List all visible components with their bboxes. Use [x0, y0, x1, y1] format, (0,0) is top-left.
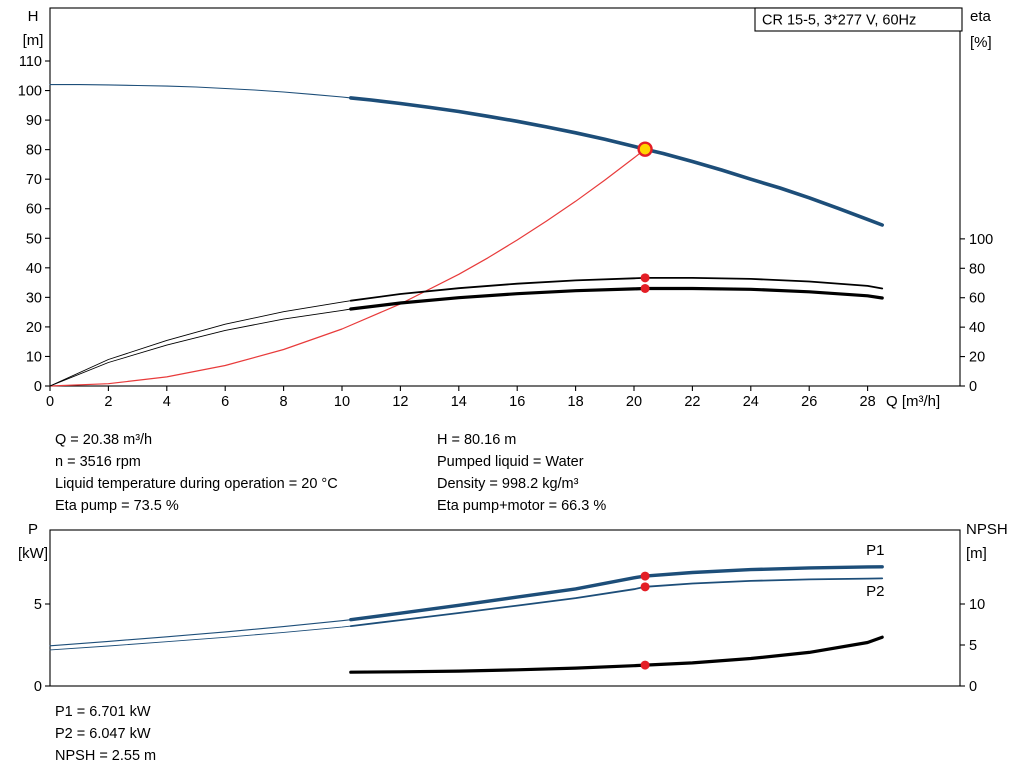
series-label-p1: P1: [866, 542, 884, 559]
y-left-tick-label: 20: [26, 320, 42, 336]
y-left-tick-label: 110: [19, 54, 42, 70]
y-left-tick-label: 60: [26, 202, 42, 218]
info-line-p1: P1 = 6.701 kW: [55, 704, 151, 720]
h-curve: [348, 96, 885, 227]
npsh-curve: [349, 635, 884, 674]
info-line-eta-pump: Eta pump = 73.5 %: [55, 498, 179, 514]
system-curve: [49, 148, 646, 387]
power-info-column: P1 = 6.701 kW P2 = 6.047 kW NPSH = 2.55 …: [55, 701, 156, 767]
power-npsh-chart-frame: [49, 529, 961, 687]
p1-curve: [349, 565, 884, 622]
x-tick-label: 2: [104, 394, 112, 410]
h-curve-lead: [49, 84, 352, 99]
y-right-tick-label: 40: [969, 320, 985, 336]
x-tick-label: 22: [684, 394, 700, 410]
x-tick-label: 18: [568, 394, 584, 410]
info-line-liquid: Pumped liquid = Water: [437, 454, 584, 470]
info-line-temp: Liquid temperature during operation = 20…: [55, 476, 338, 492]
info-line-n: n = 3516 rpm: [55, 454, 141, 470]
pump-model-label: CR 15-5, 3*277 V, 60Hz: [762, 13, 916, 29]
p2-curve-lead: [49, 625, 352, 651]
x-tick-label: 4: [163, 394, 171, 410]
y-left-tick-label: 50: [26, 231, 42, 247]
duty-info-right-column: H = 80.16 m Pumped liquid = Water Densit…: [437, 429, 606, 517]
eta-pump-motor-curve: [349, 286, 884, 311]
eta-pump-curve: [349, 276, 884, 302]
y-right-tick-label: 80: [969, 261, 985, 277]
y-left-tick-label: 90: [26, 113, 42, 129]
x-tick-label: 6: [221, 394, 229, 410]
p1-curve-lead: [49, 619, 352, 647]
y-left-axis-title: [m]: [23, 32, 44, 49]
duty-point: [637, 141, 653, 157]
y-left-tick-label: 0: [34, 379, 42, 395]
y-right-axis-title: eta: [970, 8, 992, 25]
x-tick-label: 10: [334, 394, 350, 410]
y-right-tick-label: 10: [969, 597, 985, 613]
x-tick-label: 20: [626, 394, 642, 410]
y-right-axis-title: [%]: [970, 34, 992, 51]
y-right-axis-title: [m]: [966, 545, 987, 562]
duty-eta-motor-dot: [640, 283, 650, 293]
y-left-tick-label: 5: [34, 597, 42, 613]
y-left-tick-label: 100: [18, 84, 42, 100]
y-left-tick-label: 30: [26, 290, 42, 306]
info-line-q: Q = 20.38 m³/h: [55, 432, 153, 448]
y-right-tick-label: 20: [969, 350, 985, 366]
y-right-tick-label: 100: [969, 232, 993, 248]
y-left-axis-title: H: [28, 8, 39, 25]
pump-model-box: [754, 7, 963, 32]
y-right-tick-label: 60: [969, 291, 985, 307]
y-left-tick-label: 40: [26, 261, 42, 277]
y-left-tick-label: 70: [26, 172, 42, 188]
performance-chart: 0 2 4 6 8 10 12 14 16 18 20 22 24 26 28010203040506070…: [18, 7, 993, 410]
y-right-tick-label: 0: [969, 379, 977, 395]
x-tick-label: 8: [280, 394, 288, 410]
eta-pump-curve-lead: [49, 300, 352, 387]
series-label-p2: P2: [866, 583, 884, 600]
x-tick-label: 0: [46, 394, 54, 410]
x-tick-label: 28: [860, 394, 876, 410]
x-axis-title: Q [m³/h]: [886, 393, 940, 410]
p2-curve: [349, 577, 884, 627]
y-left-axis-title: [kW]: [18, 545, 48, 562]
duty-p1-dot: [640, 571, 650, 581]
info-line-h: H = 80.16 m: [437, 432, 517, 448]
duty-npsh-dot: [640, 660, 650, 670]
y-left-tick-label: 10: [26, 349, 42, 365]
y-right-tick-label: 5: [969, 638, 977, 654]
y-right-axis-title: NPSH: [966, 521, 1008, 538]
duty-eta-pump-dot: [640, 273, 650, 283]
power-npsh-chart: 0 5 0 5 10 P1 P2 P [kW] NPSH [m]: [18, 521, 1008, 695]
y-left-tick-label: 0: [34, 679, 42, 695]
duty-p2-dot: [640, 582, 650, 592]
duty-info-left-column: Q = 20.38 m³/h n = 3516 rpm Liquid tempe…: [55, 429, 338, 517]
eta-pump-motor-curve-lead: [49, 308, 352, 387]
x-tick-label: 12: [392, 394, 408, 410]
y-right-tick-label: 0: [969, 679, 977, 695]
x-tick-label: 24: [743, 394, 759, 410]
y-left-axis-title: P: [28, 521, 38, 538]
y-left-tick-label: 80: [26, 143, 42, 159]
info-line-p2: P2 = 6.047 kW: [55, 726, 151, 742]
info-line-density: Density = 998.2 kg/m³: [437, 476, 579, 492]
info-line-eta-total: Eta pump+motor = 66.3 %: [437, 498, 607, 514]
x-tick-label: 26: [801, 394, 817, 410]
performance-chart-frame: [49, 7, 961, 387]
x-tick-label: 14: [451, 394, 467, 410]
info-line-npsh: NPSH = 2.55 m: [55, 748, 157, 764]
x-tick-label: 16: [509, 394, 525, 410]
